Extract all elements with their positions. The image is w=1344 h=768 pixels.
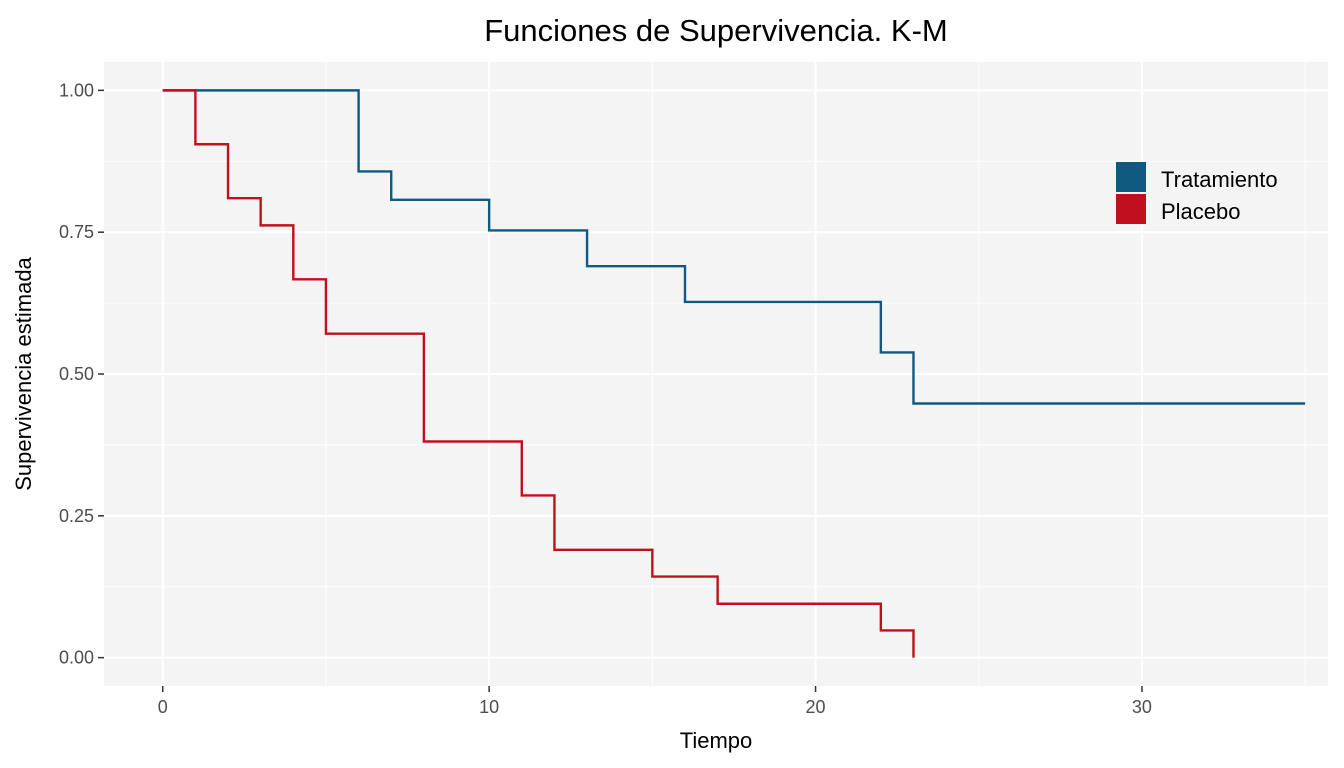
legend: Tratamiento Placebo bbox=[1116, 162, 1278, 224]
y-tick-label: 0.25 bbox=[59, 506, 94, 526]
series-line-placebo bbox=[162, 89, 915, 658]
series-layer bbox=[162, 89, 1306, 658]
series-line-tratamiento bbox=[162, 89, 1306, 405]
x-axis-title: Tiempo bbox=[680, 728, 753, 753]
legend-label-tratamiento: Tratamiento bbox=[1161, 167, 1278, 192]
x-tick-label: 20 bbox=[806, 697, 826, 717]
y-axis-title: Supervivencia estimada bbox=[11, 256, 36, 490]
y-tick-label: 0.75 bbox=[59, 222, 94, 242]
x-axis: 0 10 20 30 bbox=[158, 686, 1152, 717]
x-tick-label: 30 bbox=[1132, 697, 1152, 717]
chart-title: Funciones de Supervivencia. K-M bbox=[484, 13, 948, 48]
y-axis: 0.00 0.25 0.50 0.75 1.00 bbox=[59, 80, 104, 668]
legend-swatch-tratamiento bbox=[1116, 162, 1146, 192]
y-tick-label: 0.00 bbox=[59, 648, 94, 668]
major-grid bbox=[104, 62, 1328, 686]
y-tick-label: 1.00 bbox=[59, 80, 94, 100]
legend-label-placebo: Placebo bbox=[1161, 199, 1241, 224]
x-tick-label: 10 bbox=[479, 697, 499, 717]
x-tick-label: 0 bbox=[158, 697, 168, 717]
legend-swatch-placebo bbox=[1116, 194, 1146, 224]
y-tick-label: 0.50 bbox=[59, 364, 94, 384]
